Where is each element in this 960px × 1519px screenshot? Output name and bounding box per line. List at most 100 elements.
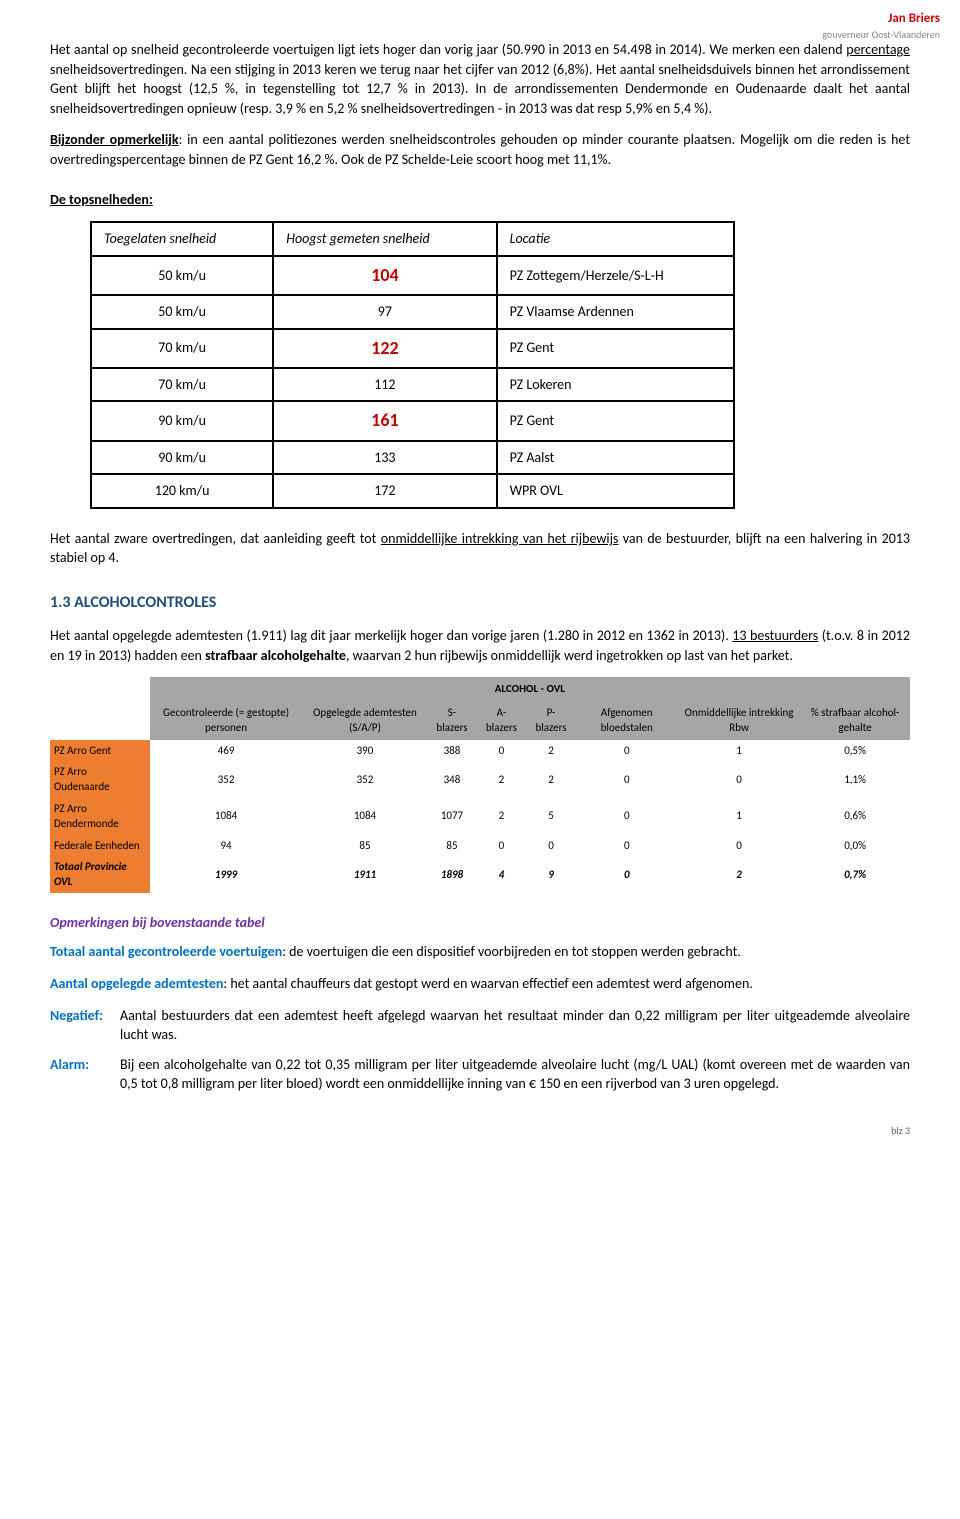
alcohol-h4: P-blazers — [526, 701, 575, 740]
speeds-header-measured: Hoogst gemeten snelheid — [273, 222, 496, 256]
alcohol-h7: % strafbaar alcohol-gehalte — [800, 701, 910, 740]
alcohol-total-cell: 1898 — [427, 856, 476, 893]
speeds-location: PZ Vlaamse Ardennen — [497, 295, 734, 329]
alcohol-total-cell: 1911 — [302, 856, 427, 893]
alcohol-cell: 1,1% — [800, 761, 910, 798]
alcohol-cell: 0 — [576, 740, 678, 761]
alcohol-h5: Afgenomen bloedstalen — [576, 701, 678, 740]
header-name: Jan Briers — [888, 11, 940, 26]
speeds-location: PZ Aalst — [497, 441, 734, 475]
alcohol-cell: 1077 — [427, 798, 476, 835]
alcohol-title: ALCOHOL - OVL — [150, 677, 910, 700]
section-1-3-title: 1.3 ALCOHOLCONTROLES — [50, 592, 910, 614]
alcohol-total-cell: 9 — [526, 856, 575, 893]
alcohol-total-cell: 0,7% — [800, 856, 910, 893]
speeds-allowed: 50 km/u — [91, 256, 273, 295]
alcohol-cell: 85 — [427, 835, 476, 856]
alcohol-cell: 0 — [476, 740, 526, 761]
alcohol-row: PZ Arro Dendermonde10841084107725010,6% — [50, 798, 910, 835]
topspeeds-title: De topsnelheden: — [50, 190, 910, 210]
alcohol-h1: Opgelegde ademtesten (S/A/P) — [302, 701, 427, 740]
alcohol-cell: 1 — [678, 740, 800, 761]
page-header: Jan Briers gouverneur Oost-Vlaanderen — [822, 10, 940, 42]
alcohol-total-label: Totaal Provincie OVL — [50, 856, 150, 893]
speeds-allowed: 70 km/u — [91, 368, 273, 402]
alcohol-total-cell: 0 — [576, 856, 678, 893]
alcohol-cell: 348 — [427, 761, 476, 798]
alcohol-row: Federale Eenheden94858500000,0% — [50, 835, 910, 856]
alcohol-h6: Onmiddellijke intrekking Rbw — [678, 701, 800, 740]
remark-negatief: Negatief: Aantal bestuurders dat een ade… — [50, 1006, 910, 1045]
speeds-row: 50 km/u104PZ Zottegem/Herzele/S-L-H — [91, 256, 734, 295]
alcohol-row-label: Federale Eenheden — [50, 835, 150, 856]
speeds-measured: 133 — [273, 441, 496, 475]
alcohol-cell: 0 — [678, 835, 800, 856]
alcohol-row: PZ Arro Oudenaarde35235234822001,1% — [50, 761, 910, 798]
speeds-row: 120 km/u172WPR OVL — [91, 474, 734, 508]
remarks-title: Opmerkingen bij bovenstaande tabel — [50, 913, 910, 933]
speeds-location: PZ Gent — [497, 329, 734, 368]
alcohol-cell: 352 — [302, 761, 427, 798]
alcohol-cell: 0,6% — [800, 798, 910, 835]
speeds-row: 90 km/u161PZ Gent — [91, 401, 734, 440]
alcohol-cell: 0 — [576, 761, 678, 798]
speeds-location: PZ Gent — [497, 401, 734, 440]
speeds-measured: 161 — [273, 401, 496, 440]
alcohol-cell: 2 — [526, 740, 575, 761]
speeds-location: PZ Lokeren — [497, 368, 734, 402]
speeds-allowed: 120 km/u — [91, 474, 273, 508]
speeds-measured: 112 — [273, 368, 496, 402]
remark-1: Totaal aantal gecontroleerde voertuigen:… — [50, 942, 910, 962]
alcohol-cell: 94 — [150, 835, 303, 856]
speeds-allowed: 90 km/u — [91, 441, 273, 475]
alcohol-blank-header — [50, 677, 150, 700]
speeds-allowed: 70 km/u — [91, 329, 273, 368]
speeds-header-allowed: Toegelaten snelheid — [91, 222, 273, 256]
alcohol-cell: 1084 — [302, 798, 427, 835]
alcohol-total-cell: 1999 — [150, 856, 303, 893]
alcohol-cell: 2 — [476, 761, 526, 798]
alcohol-cell: 1084 — [150, 798, 303, 835]
alcohol-cell: 5 — [526, 798, 575, 835]
alcohol-cell: 352 — [150, 761, 303, 798]
alcohol-cell: 469 — [150, 740, 303, 761]
speeds-measured: 122 — [273, 329, 496, 368]
alcohol-h2: S-blazers — [427, 701, 476, 740]
speeds-row: 70 km/u112PZ Lokeren — [91, 368, 734, 402]
speeds-allowed: 90 km/u — [91, 401, 273, 440]
alcohol-cell: 0 — [476, 835, 526, 856]
alcohol-cell: 0 — [576, 835, 678, 856]
speeds-measured: 97 — [273, 295, 496, 329]
alcohol-row-label: PZ Arro Oudenaarde — [50, 761, 150, 798]
speeds-table: Toegelaten snelheid Hoogst gemeten snelh… — [90, 221, 735, 509]
speeds-location: PZ Zottegem/Herzele/S-L-H — [497, 256, 734, 295]
alcohol-h0: Gecontroleerde (= gestopte) personen — [150, 701, 303, 740]
paragraph-2: Bijzonder opmerkelijk: in een aantal pol… — [50, 130, 910, 169]
alcohol-cell: 390 — [302, 740, 427, 761]
alcohol-total-row: Totaal Provincie OVL19991911189849020,7% — [50, 856, 910, 893]
alcohol-cell: 2 — [476, 798, 526, 835]
alcohol-cell: 85 — [302, 835, 427, 856]
speeds-measured: 104 — [273, 256, 496, 295]
paragraph-3: Het aantal zware overtredingen, dat aanl… — [50, 529, 910, 568]
alcohol-table: ALCOHOL - OVL Gecontroleerde (= gestopte… — [50, 677, 910, 892]
remark-2: Aantal opgelegde ademtesten: het aantal … — [50, 974, 910, 994]
alcohol-row-label: PZ Arro Dendermonde — [50, 798, 150, 835]
speeds-row: 90 km/u133PZ Aalst — [91, 441, 734, 475]
alcohol-row-label: PZ Arro Gent — [50, 740, 150, 761]
header-subtitle: gouverneur Oost-Vlaanderen — [822, 28, 940, 41]
alcohol-cell: 0,5% — [800, 740, 910, 761]
alcohol-row: PZ Arro Gent46939038802010,5% — [50, 740, 910, 761]
alcohol-cell: 388 — [427, 740, 476, 761]
paragraph-1: Het aantal op snelheid gecontroleerde vo… — [50, 40, 910, 118]
speeds-row: 50 km/u97PZ Vlaamse Ardennen — [91, 295, 734, 329]
alcohol-cell: 2 — [526, 761, 575, 798]
speeds-location: WPR OVL — [497, 474, 734, 508]
page-number: blz 3 — [50, 1124, 910, 1138]
alcohol-cell: 0,0% — [800, 835, 910, 856]
alcohol-cell: 0 — [526, 835, 575, 856]
alcohol-total-cell: 4 — [476, 856, 526, 893]
speeds-row: 70 km/u122PZ Gent — [91, 329, 734, 368]
alcohol-h3: A-blazers — [476, 701, 526, 740]
paragraph-4: Het aantal opgelegde ademtesten (1.911) … — [50, 626, 910, 665]
